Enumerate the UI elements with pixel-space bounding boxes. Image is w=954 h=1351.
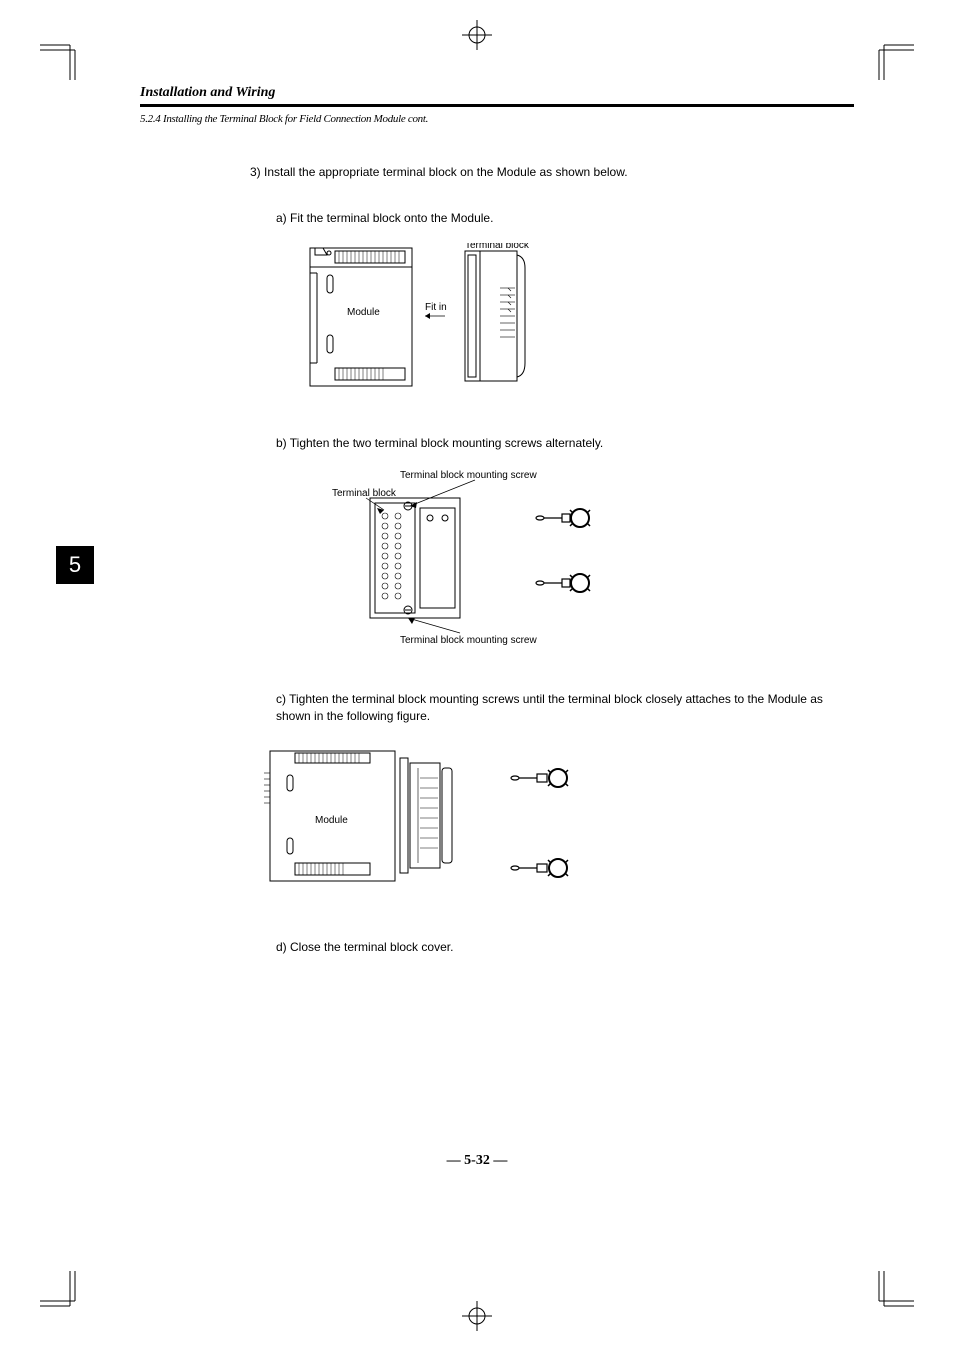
diagram-b-svg: Terminal block mounting screw Terminal b…	[330, 468, 650, 648]
registration-mark-bottom	[462, 1301, 492, 1331]
diagram-a-fitin-label: Fit in	[425, 302, 447, 313]
crop-mark-bl	[40, 1271, 90, 1321]
crop-mark-tr	[864, 30, 914, 80]
diagram-c-svg: Module	[260, 743, 620, 893]
crop-mark-tl	[40, 30, 90, 80]
diagram-a-svg: Module Fit in	[305, 243, 595, 393]
chapter-tab-number: 5	[69, 552, 81, 578]
instruction-block: 3) Install the appropriate terminal bloc…	[250, 165, 854, 954]
step-a-text: a) Fit the terminal block onto the Modul…	[276, 211, 854, 225]
crop-mark-br	[864, 1271, 914, 1321]
step-b-text: b) Tighten the two terminal block mounti…	[276, 436, 854, 450]
diagram-b: Terminal block mounting screw Terminal b…	[330, 468, 854, 653]
diagram-a: Module Fit in	[305, 243, 854, 398]
step-c-text: c) Tighten the terminal block mounting s…	[276, 691, 854, 725]
diagram-b-bottom-label: Terminal block mounting screw	[400, 635, 537, 646]
diagram-a-terminal-label: Terminal block	[465, 243, 530, 251]
page-content: Installation and Wiring 5.2.4 Installing…	[140, 85, 854, 954]
registration-mark-top	[462, 20, 492, 50]
step-3-text: 3) Install the appropriate terminal bloc…	[250, 165, 854, 179]
section-title: 5.2.4 Installing the Terminal Block for …	[140, 113, 854, 125]
page-number: — 5-32 —	[447, 1153, 508, 1169]
chapter-tab: 5	[56, 546, 94, 584]
diagram-b-left-label: Terminal block	[332, 488, 397, 499]
chapter-title: Installation and Wiring	[140, 85, 854, 101]
diagram-c-module-label: Module	[315, 815, 348, 826]
title-rule	[140, 104, 854, 107]
diagram-a-module-label: Module	[347, 307, 380, 318]
diagram-c: Module	[260, 743, 854, 898]
step-d-text: d) Close the terminal block cover.	[276, 940, 854, 954]
diagram-b-top-label: Terminal block mounting screw	[400, 470, 537, 481]
